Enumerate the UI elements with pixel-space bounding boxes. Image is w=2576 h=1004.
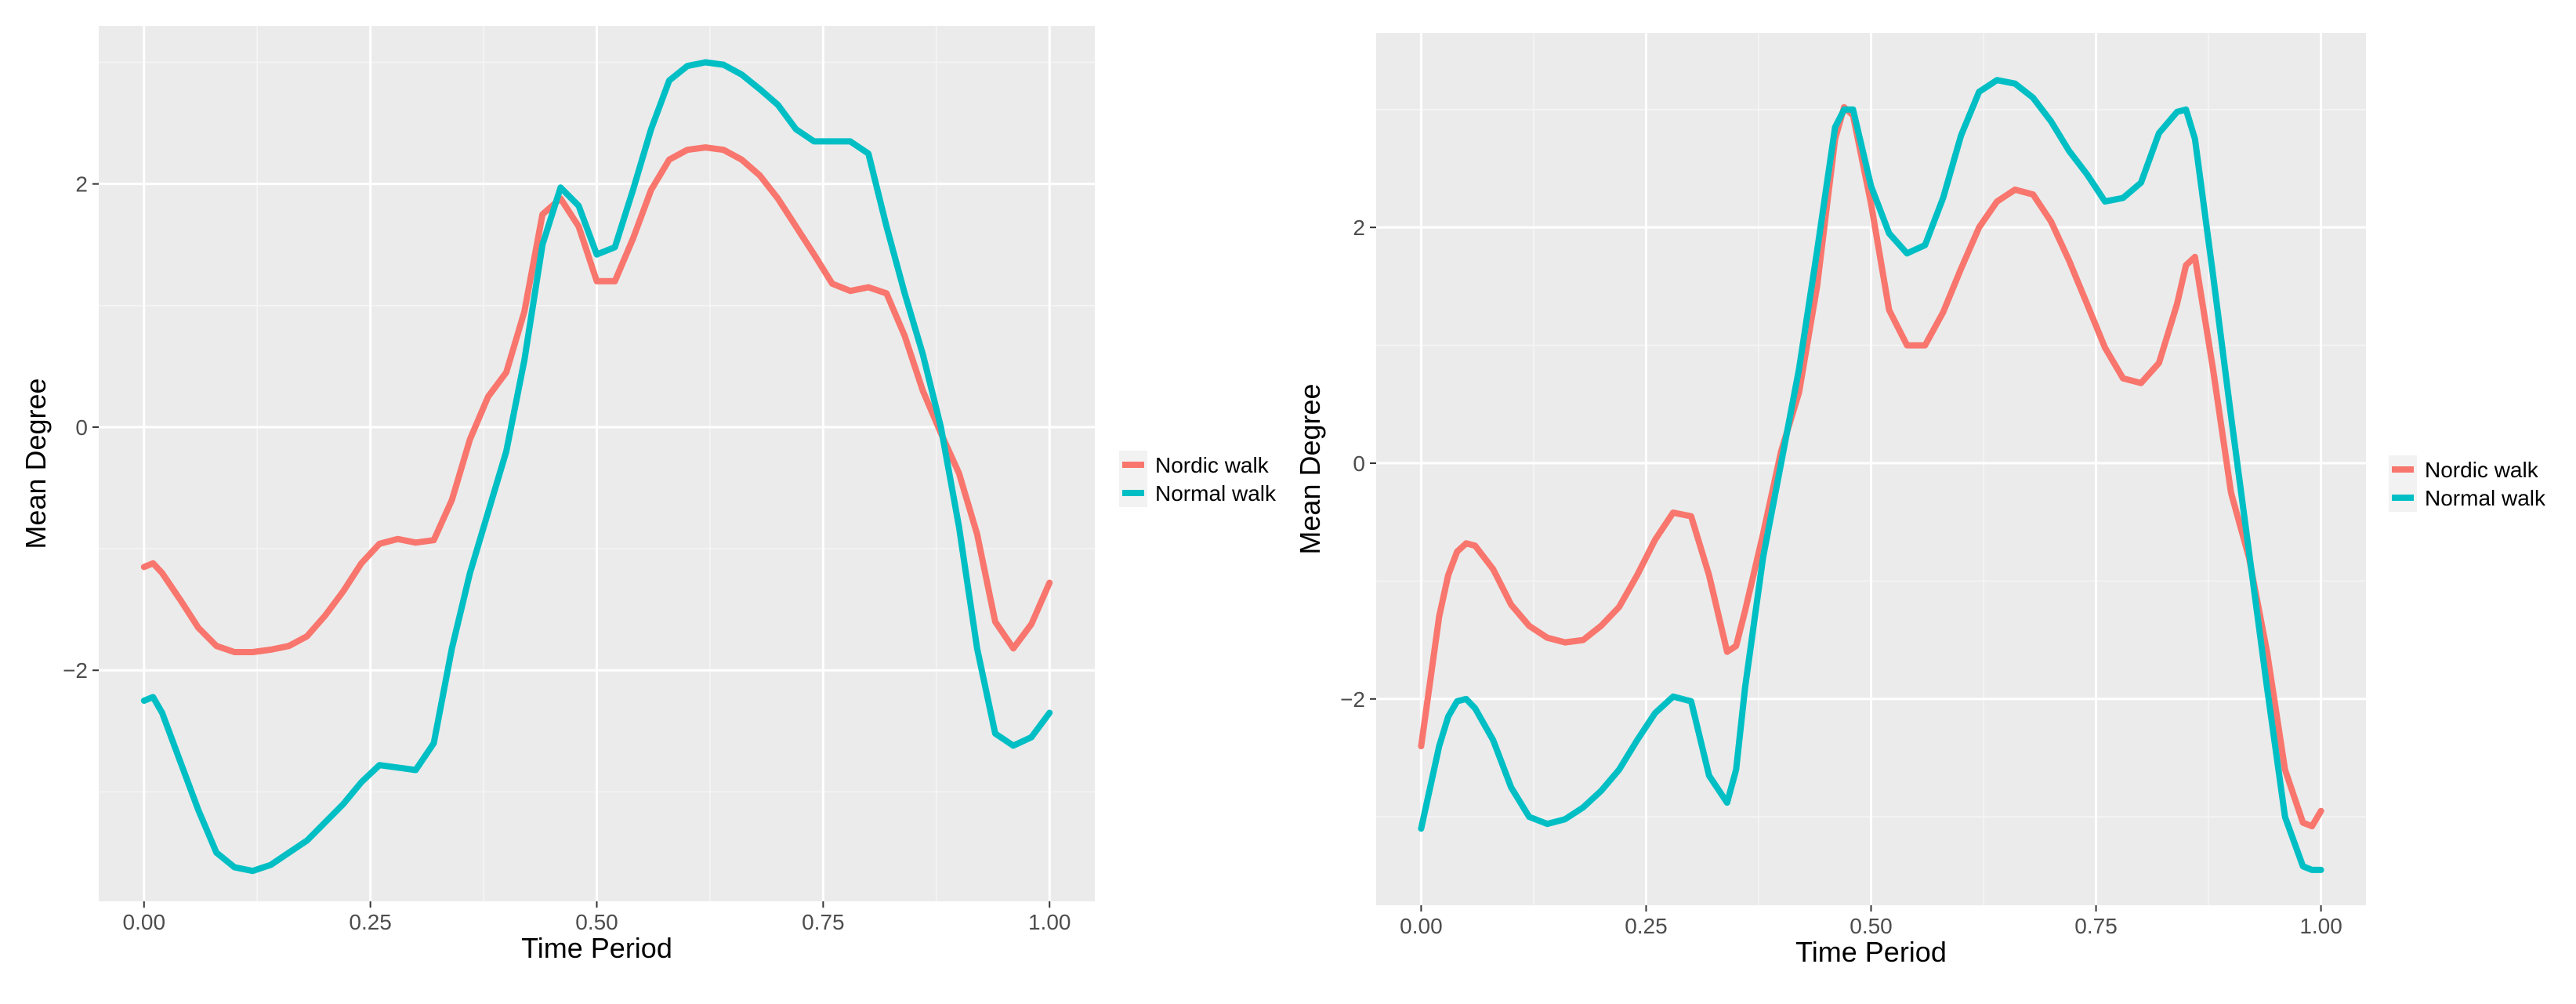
x-tick-label: 0.00 — [123, 910, 166, 934]
x-tick-label: 0.75 — [802, 910, 845, 934]
y-axis-title: Mean Degree — [1294, 383, 1326, 554]
x-tick-label: 0.25 — [349, 910, 392, 934]
legend: Nordic walk Normal walk — [1119, 451, 1277, 507]
legend-label: Nordic walk — [1155, 453, 1270, 477]
x-axis-title: Time Period — [521, 932, 672, 964]
series-line-nordic-walk — [140, 144, 1053, 655]
chart-panel-2: 0.00 0.25 0.50 0.75 1.00 −2 0 2 Time Period Mean … — [1294, 33, 2546, 968]
series-line-normal-walk — [1418, 77, 2324, 873]
x-axis-title: Time Period — [1795, 936, 1947, 968]
x-tick-label: 0.75 — [2074, 914, 2118, 938]
x-tick-label: 1.00 — [2299, 914, 2342, 938]
y-tick-label: 0 — [75, 415, 88, 440]
y-tick-label: −2 — [1340, 687, 1365, 712]
y-tick-label: 2 — [75, 172, 88, 197]
x-tick-label: 0.00 — [1400, 914, 1443, 938]
y-tick-label: 2 — [1353, 216, 1365, 240]
legend-label: Normal walk — [1155, 481, 1277, 506]
legend-label: Normal walk — [2425, 486, 2546, 510]
chart-panel-1: 0.00 0.25 0.50 0.75 1.00 −2 0 2 Time Period Mean … — [20, 26, 1277, 964]
y-tick-label: 0 — [1353, 451, 1365, 476]
x-tick-label: 1.00 — [1028, 910, 1071, 934]
series-line-normal-walk — [140, 59, 1053, 875]
legend: Nordic walk Normal walk — [2389, 455, 2546, 512]
x-tick-label: 0.50 — [575, 910, 618, 934]
legend-label: Nordic walk — [2425, 458, 2539, 482]
x-tick-label: 0.50 — [1850, 914, 1893, 938]
y-tick-label: −2 — [63, 658, 88, 683]
x-tick-label: 0.25 — [1625, 914, 1668, 938]
y-axis-title: Mean Degree — [20, 378, 52, 549]
